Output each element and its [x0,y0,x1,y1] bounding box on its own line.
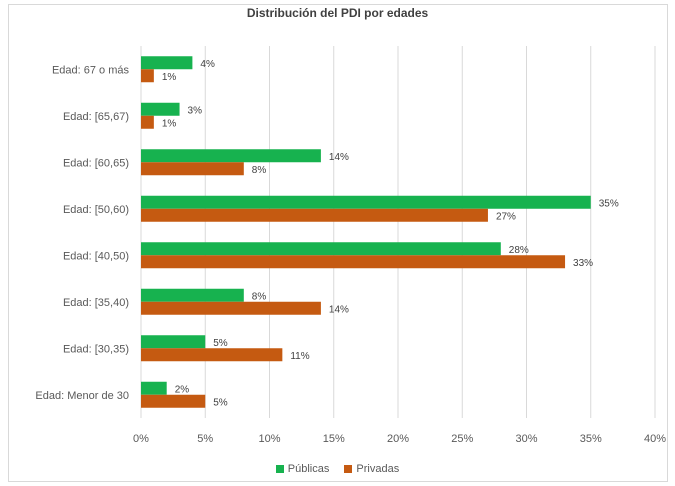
x-tick-label: 0% [133,433,149,445]
bar-privadas [141,301,321,315]
x-tick-label: 15% [323,433,345,445]
bar-privadas [141,394,206,408]
bar-privadas [141,162,244,176]
data-label: 8% [252,165,267,176]
bar-publicas [141,335,206,349]
category-label: Edad: Menor de 30 [35,390,129,402]
data-label: 14% [329,152,349,163]
data-label: 3% [188,105,203,116]
bar-privadas [141,208,488,222]
bar-publicas [141,242,501,256]
category-label: Edad: [40,50) [63,250,129,262]
x-tick-label: 40% [644,433,666,445]
legend-swatch-publicas [275,465,284,473]
category-label: Edad: 67 o más [52,64,130,76]
x-tick-label: 10% [258,433,280,445]
legend: Públicas Privadas [0,463,675,476]
data-label: 1% [162,118,177,129]
legend-swatch-privadas [344,465,353,473]
data-label: 2% [175,384,190,395]
bar-publicas [141,195,591,209]
category-label: Edad: [30,35) [63,343,129,355]
x-tick-label: 25% [451,433,473,445]
legend-label-publicas: Públicas [287,463,330,475]
x-tick-label: 30% [515,433,537,445]
x-tick-label: 35% [580,433,602,445]
bar-publicas [141,288,244,302]
bar-publicas [141,56,193,70]
data-label: 5% [213,338,228,349]
data-label: 33% [573,258,593,269]
data-label: 35% [599,198,619,209]
legend-item-publicas: Públicas [275,463,330,475]
bar-publicas [141,149,321,163]
bar-publicas [141,381,167,395]
legend-label-privadas: Privadas [356,463,400,475]
bar-privadas [141,115,154,129]
bar-publicas [141,102,180,116]
data-label: 11% [290,351,309,362]
category-label: Edad: [35,40) [63,297,129,309]
bar-privadas [141,255,566,269]
data-label: 4% [200,59,215,70]
x-tick-label: 20% [387,433,409,445]
data-label: 8% [252,291,267,302]
category-label: Edad: [50,60) [63,204,129,216]
data-label: 1% [162,72,177,83]
data-label: 14% [329,304,349,315]
bar-privadas [141,348,283,362]
chart-title: Distribución del PDI por edades [246,6,429,20]
legend-item-privadas: Privadas [344,463,399,475]
data-label: 28% [509,245,529,256]
category-label: Edad: [60,65) [63,157,129,169]
data-label: 5% [213,397,228,408]
bar-privadas [141,69,154,83]
x-tick-label: 5% [197,433,213,445]
category-label: Edad: [65,67) [63,111,129,123]
data-label: 27% [496,211,516,222]
